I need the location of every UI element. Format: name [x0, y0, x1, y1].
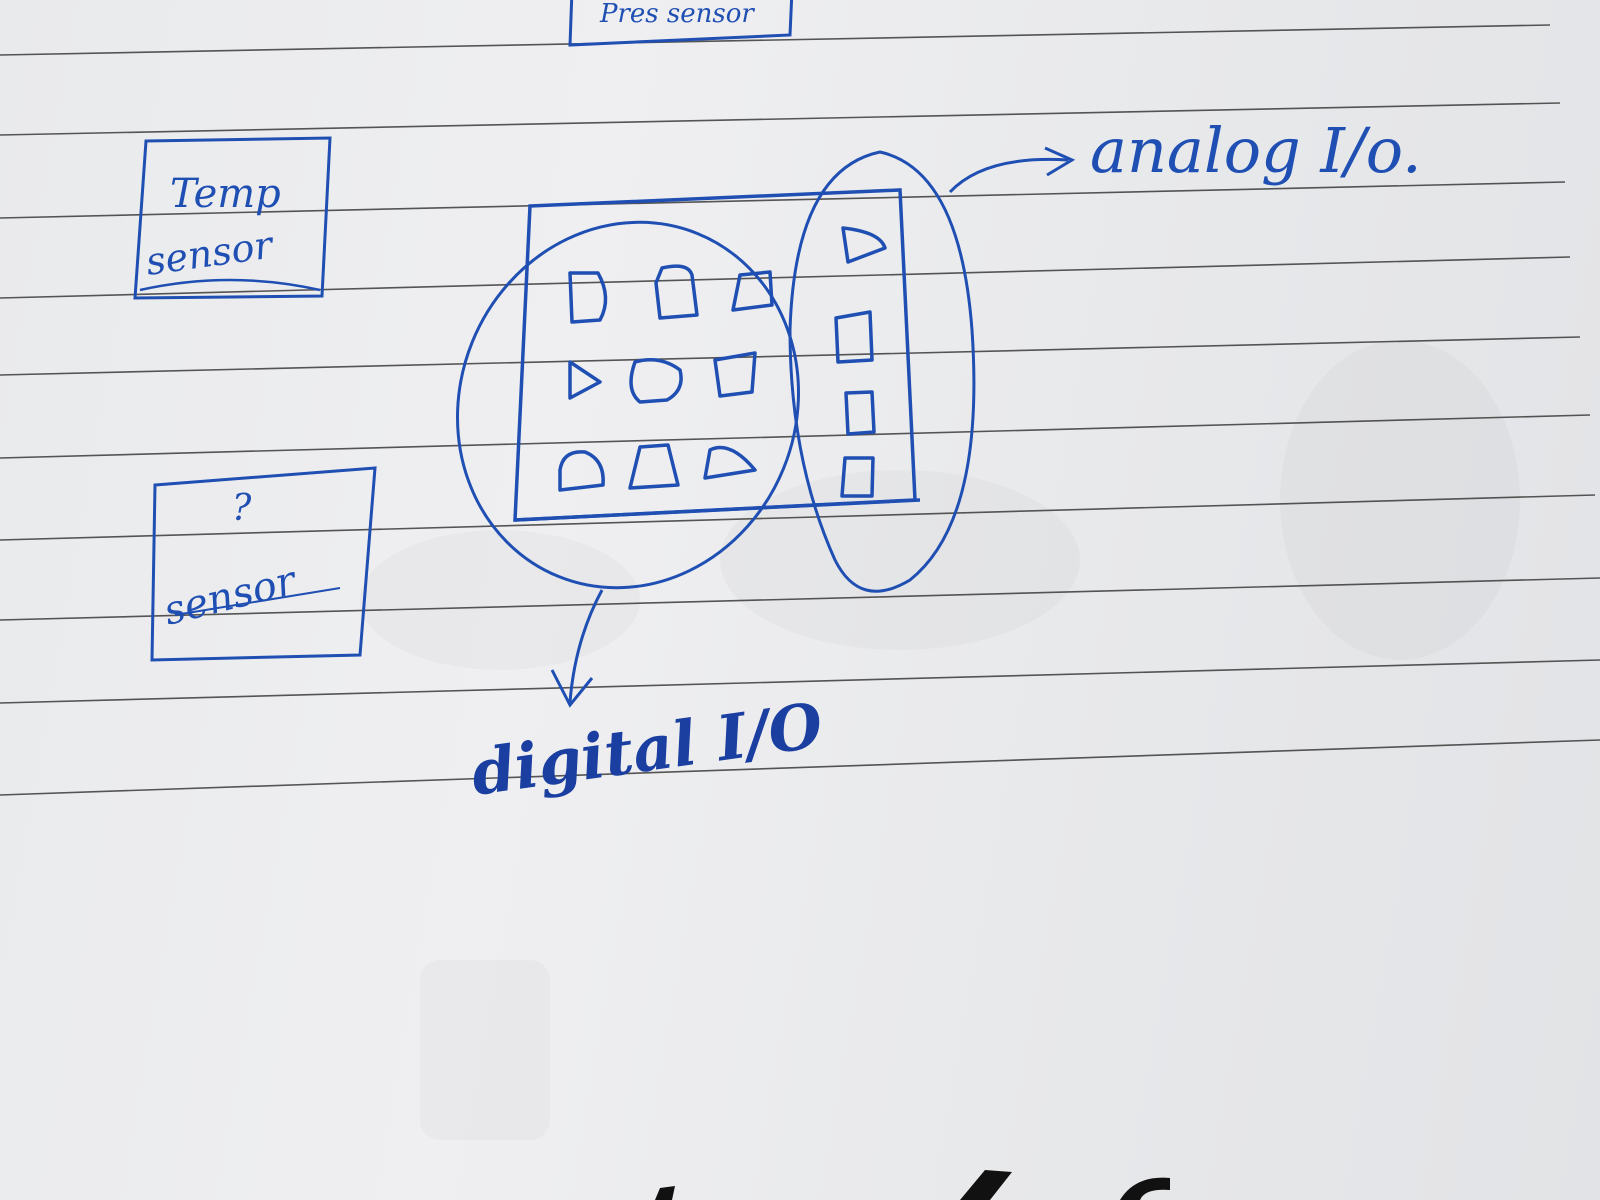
digital-io-circle: [456, 220, 800, 590]
analog-pins: [834, 226, 887, 498]
unknown-sensor-box: ? sensor: [150, 466, 377, 662]
digital-io-label: digital I/O: [467, 688, 827, 809]
unknown-sensor-label: sensor: [159, 557, 303, 635]
analog-io-circle: [788, 150, 976, 593]
digital-arrow: [550, 589, 604, 708]
bottom-edge-marks: [655, 1170, 1170, 1200]
unknown-sensor-question: ?: [232, 488, 252, 529]
temp-sensor-label-line2: sensor: [143, 222, 278, 284]
temp-sensor-label-line1: Temp: [170, 171, 281, 217]
pressure-sensor-box: Pres sensor: [568, 0, 794, 47]
digital-pins: [558, 264, 774, 492]
analog-arrow: [948, 146, 1076, 194]
analog-io-label: analog I/o.: [1090, 114, 1422, 187]
board-outline: [513, 188, 921, 522]
temp-sensor-box: Temp sensor: [133, 136, 332, 300]
pressure-sensor-label: Pres sensor: [599, 0, 755, 29]
